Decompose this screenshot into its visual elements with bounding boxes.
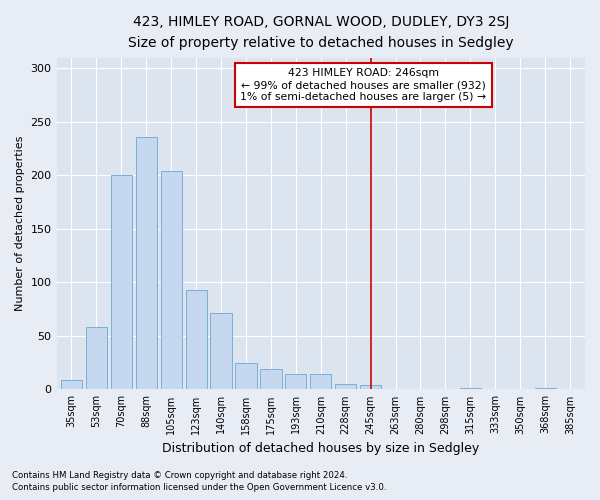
Bar xyxy=(61,380,82,390)
Bar xyxy=(460,388,481,390)
Text: Contains HM Land Registry data © Crown copyright and database right 2024.
Contai: Contains HM Land Registry data © Crown c… xyxy=(12,471,386,492)
X-axis label: Distribution of detached houses by size in Sedgley: Distribution of detached houses by size … xyxy=(162,442,479,455)
Bar xyxy=(161,171,182,390)
Title: 423, HIMLEY ROAD, GORNAL WOOD, DUDLEY, DY3 2SJ
Size of property relative to deta: 423, HIMLEY ROAD, GORNAL WOOD, DUDLEY, D… xyxy=(128,15,514,50)
Bar xyxy=(185,290,207,390)
Bar xyxy=(86,328,107,390)
Text: 423 HIMLEY ROAD: 246sqm
← 99% of detached houses are smaller (932)
1% of semi-de: 423 HIMLEY ROAD: 246sqm ← 99% of detache… xyxy=(240,68,486,102)
Bar xyxy=(211,314,232,390)
Bar xyxy=(260,369,281,390)
Bar xyxy=(310,374,331,390)
Bar xyxy=(360,385,381,390)
Bar xyxy=(136,137,157,390)
Bar xyxy=(235,362,257,390)
Y-axis label: Number of detached properties: Number of detached properties xyxy=(15,136,25,312)
Bar xyxy=(535,388,556,390)
Bar xyxy=(111,176,132,390)
Bar xyxy=(335,384,356,390)
Bar xyxy=(285,374,307,390)
